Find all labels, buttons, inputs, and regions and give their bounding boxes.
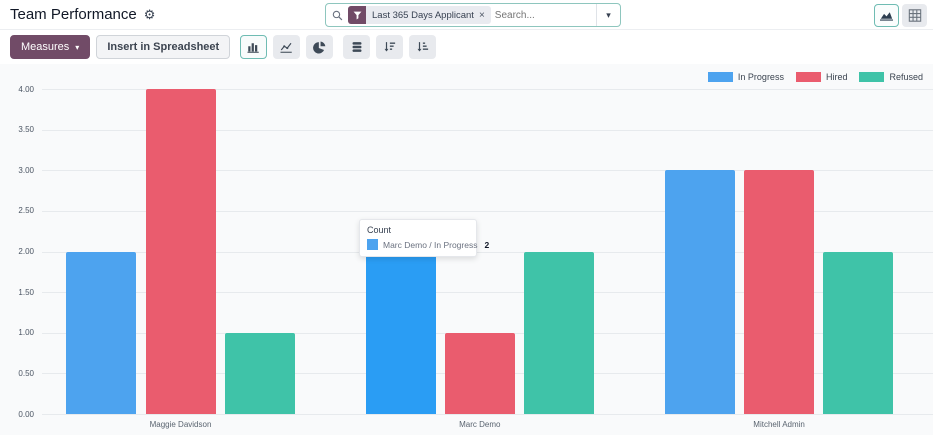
- gridline: [42, 210, 933, 212]
- y-axis-tick: 1.00: [18, 328, 34, 338]
- graph-view-button[interactable]: [874, 4, 899, 27]
- gridline: [42, 170, 933, 172]
- bar[interactable]: [444, 332, 515, 414]
- graph-options: [343, 35, 437, 59]
- bar[interactable]: [744, 170, 815, 414]
- stacked-button[interactable]: [343, 35, 371, 59]
- bar[interactable]: [823, 251, 894, 414]
- y-axis-tick: 2.50: [18, 206, 34, 216]
- legend-label: Hired: [825, 72, 848, 82]
- y-axis-tick: 3.50: [18, 125, 34, 135]
- y-axis-tick: 4.00: [18, 84, 34, 94]
- gridline: [42, 89, 933, 90]
- gridline: [42, 251, 933, 253]
- bar[interactable]: [145, 89, 216, 414]
- search-icon: [332, 10, 343, 21]
- tooltip-swatch: [367, 239, 378, 250]
- gridline: [42, 292, 933, 294]
- gridline: [42, 414, 933, 415]
- tooltip-label: Marc Demo / In Progress: [383, 239, 478, 250]
- graph-toolbar: Measures ▾ Insert in Spreadsheet: [0, 30, 933, 64]
- pie-chart-icon: [313, 40, 326, 54]
- sort-ascending-button[interactable]: [409, 35, 437, 59]
- y-axis-tick: 3.00: [18, 165, 34, 175]
- gridline: [42, 129, 933, 131]
- y-axis-tick: 1.50: [18, 287, 34, 297]
- bar[interactable]: [66, 251, 137, 414]
- line-chart-button[interactable]: [273, 35, 301, 59]
- chevron-down-icon: ▾: [75, 42, 80, 52]
- x-axis-label: Marc Demo: [459, 420, 501, 429]
- bar-chart-icon: [247, 43, 259, 53]
- legend-swatch: [795, 72, 821, 82]
- bar[interactable]: [365, 251, 436, 414]
- page-title: Team Performance: [10, 6, 137, 23]
- legend-swatch: [859, 72, 885, 82]
- tooltip-row: Marc Demo / In Progress 2: [367, 239, 489, 250]
- legend-label: Refused: [889, 72, 923, 82]
- bar[interactable]: [664, 170, 735, 414]
- search-bar[interactable]: Last 365 Days Applicant × ▾: [325, 3, 621, 27]
- y-axis-tick: 0.50: [18, 368, 34, 378]
- tooltip-title: Count: [367, 225, 392, 235]
- breadcrumb: Team Performance ⚙: [10, 6, 155, 23]
- pivot-view-button[interactable]: [902, 4, 927, 27]
- legend-swatch: [707, 72, 733, 82]
- bar-chart-button[interactable]: [240, 35, 268, 59]
- legend-label: In Progress: [737, 72, 784, 82]
- bar[interactable]: [224, 332, 295, 414]
- y-axis-tick: 0.00: [18, 409, 34, 419]
- search-dropdown-toggle[interactable]: ▾: [596, 4, 620, 26]
- search-input[interactable]: [490, 9, 596, 21]
- chart-type-switcher: [240, 35, 334, 59]
- pivot-view-icon: [908, 9, 921, 22]
- tooltip-value: 2: [484, 239, 490, 250]
- chart-tooltip: Count Marc Demo / In Progress 2: [359, 219, 489, 257]
- chart-legend: In Progress Hired Refused: [707, 72, 923, 82]
- view-switcher: [874, 4, 927, 27]
- sort-asc-icon: [417, 42, 429, 52]
- filter-funnel-icon: [348, 6, 366, 24]
- legend-item[interactable]: In Progress: [707, 72, 784, 82]
- filter-facet[interactable]: Last 365 Days Applicant ×: [348, 6, 491, 24]
- sort-descending-button[interactable]: [376, 35, 404, 59]
- graph-view-icon: [880, 12, 893, 21]
- pie-chart-button[interactable]: [306, 35, 334, 59]
- measures-button[interactable]: Measures ▾: [10, 35, 91, 59]
- control-panel: Team Performance ⚙ Last 365 Days Applica…: [0, 0, 933, 30]
- facet-label: Last 365 Days Applicant: [372, 9, 474, 21]
- x-axis-label: Maggie Davidson: [149, 420, 212, 429]
- stacked-icon: [352, 42, 362, 52]
- bar[interactable]: [524, 251, 595, 414]
- gear-icon[interactable]: ⚙: [143, 7, 156, 22]
- legend-item[interactable]: Refused: [859, 72, 923, 82]
- line-chart-icon: [280, 42, 292, 53]
- x-axis-label: Mitchell Admin: [753, 420, 805, 429]
- chart-area: In Progress Hired Refused 0.00 0.50 1.00 1.50…: [0, 64, 933, 435]
- legend-item[interactable]: Hired: [795, 72, 848, 82]
- measures-label: Measures: [21, 41, 70, 53]
- y-axis-tick: 2.00: [18, 247, 34, 256]
- sort-desc-icon: [384, 42, 396, 52]
- remove-facet-icon[interactable]: ×: [478, 9, 485, 21]
- insert-in-spreadsheet-button[interactable]: Insert in Spreadsheet: [96, 35, 231, 59]
